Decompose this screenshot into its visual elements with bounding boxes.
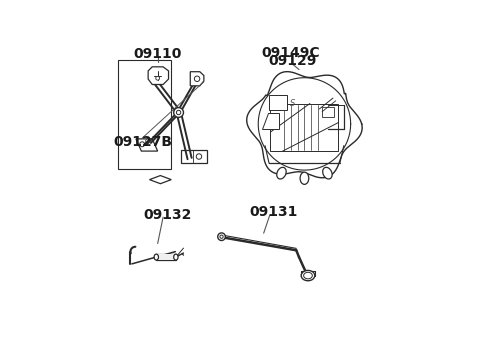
Circle shape <box>194 76 200 82</box>
Text: 09129: 09129 <box>268 54 317 68</box>
Ellipse shape <box>277 167 286 179</box>
Circle shape <box>174 108 183 118</box>
Polygon shape <box>156 254 176 260</box>
Text: 09132: 09132 <box>144 208 192 222</box>
Polygon shape <box>149 175 171 184</box>
Bar <box>322 107 335 117</box>
Ellipse shape <box>154 254 158 260</box>
Ellipse shape <box>301 270 315 281</box>
Polygon shape <box>148 67 168 84</box>
Circle shape <box>218 233 225 240</box>
Ellipse shape <box>174 254 178 260</box>
Circle shape <box>156 76 159 80</box>
Text: 09110: 09110 <box>133 47 182 61</box>
Text: 09149C: 09149C <box>262 46 320 60</box>
Bar <box>270 103 338 151</box>
Circle shape <box>220 235 223 238</box>
Bar <box>269 95 287 110</box>
Circle shape <box>140 142 144 147</box>
Text: S: S <box>289 99 295 108</box>
Bar <box>118 60 171 169</box>
Text: 09127B: 09127B <box>113 134 172 149</box>
Circle shape <box>196 154 202 159</box>
Polygon shape <box>136 139 157 151</box>
Polygon shape <box>262 113 278 129</box>
Ellipse shape <box>323 167 332 179</box>
Ellipse shape <box>300 172 309 184</box>
Ellipse shape <box>304 272 312 279</box>
Polygon shape <box>181 150 206 163</box>
Polygon shape <box>190 72 204 86</box>
Polygon shape <box>247 72 362 178</box>
Circle shape <box>177 110 181 115</box>
Text: 09131: 09131 <box>249 205 298 219</box>
Circle shape <box>146 139 149 143</box>
